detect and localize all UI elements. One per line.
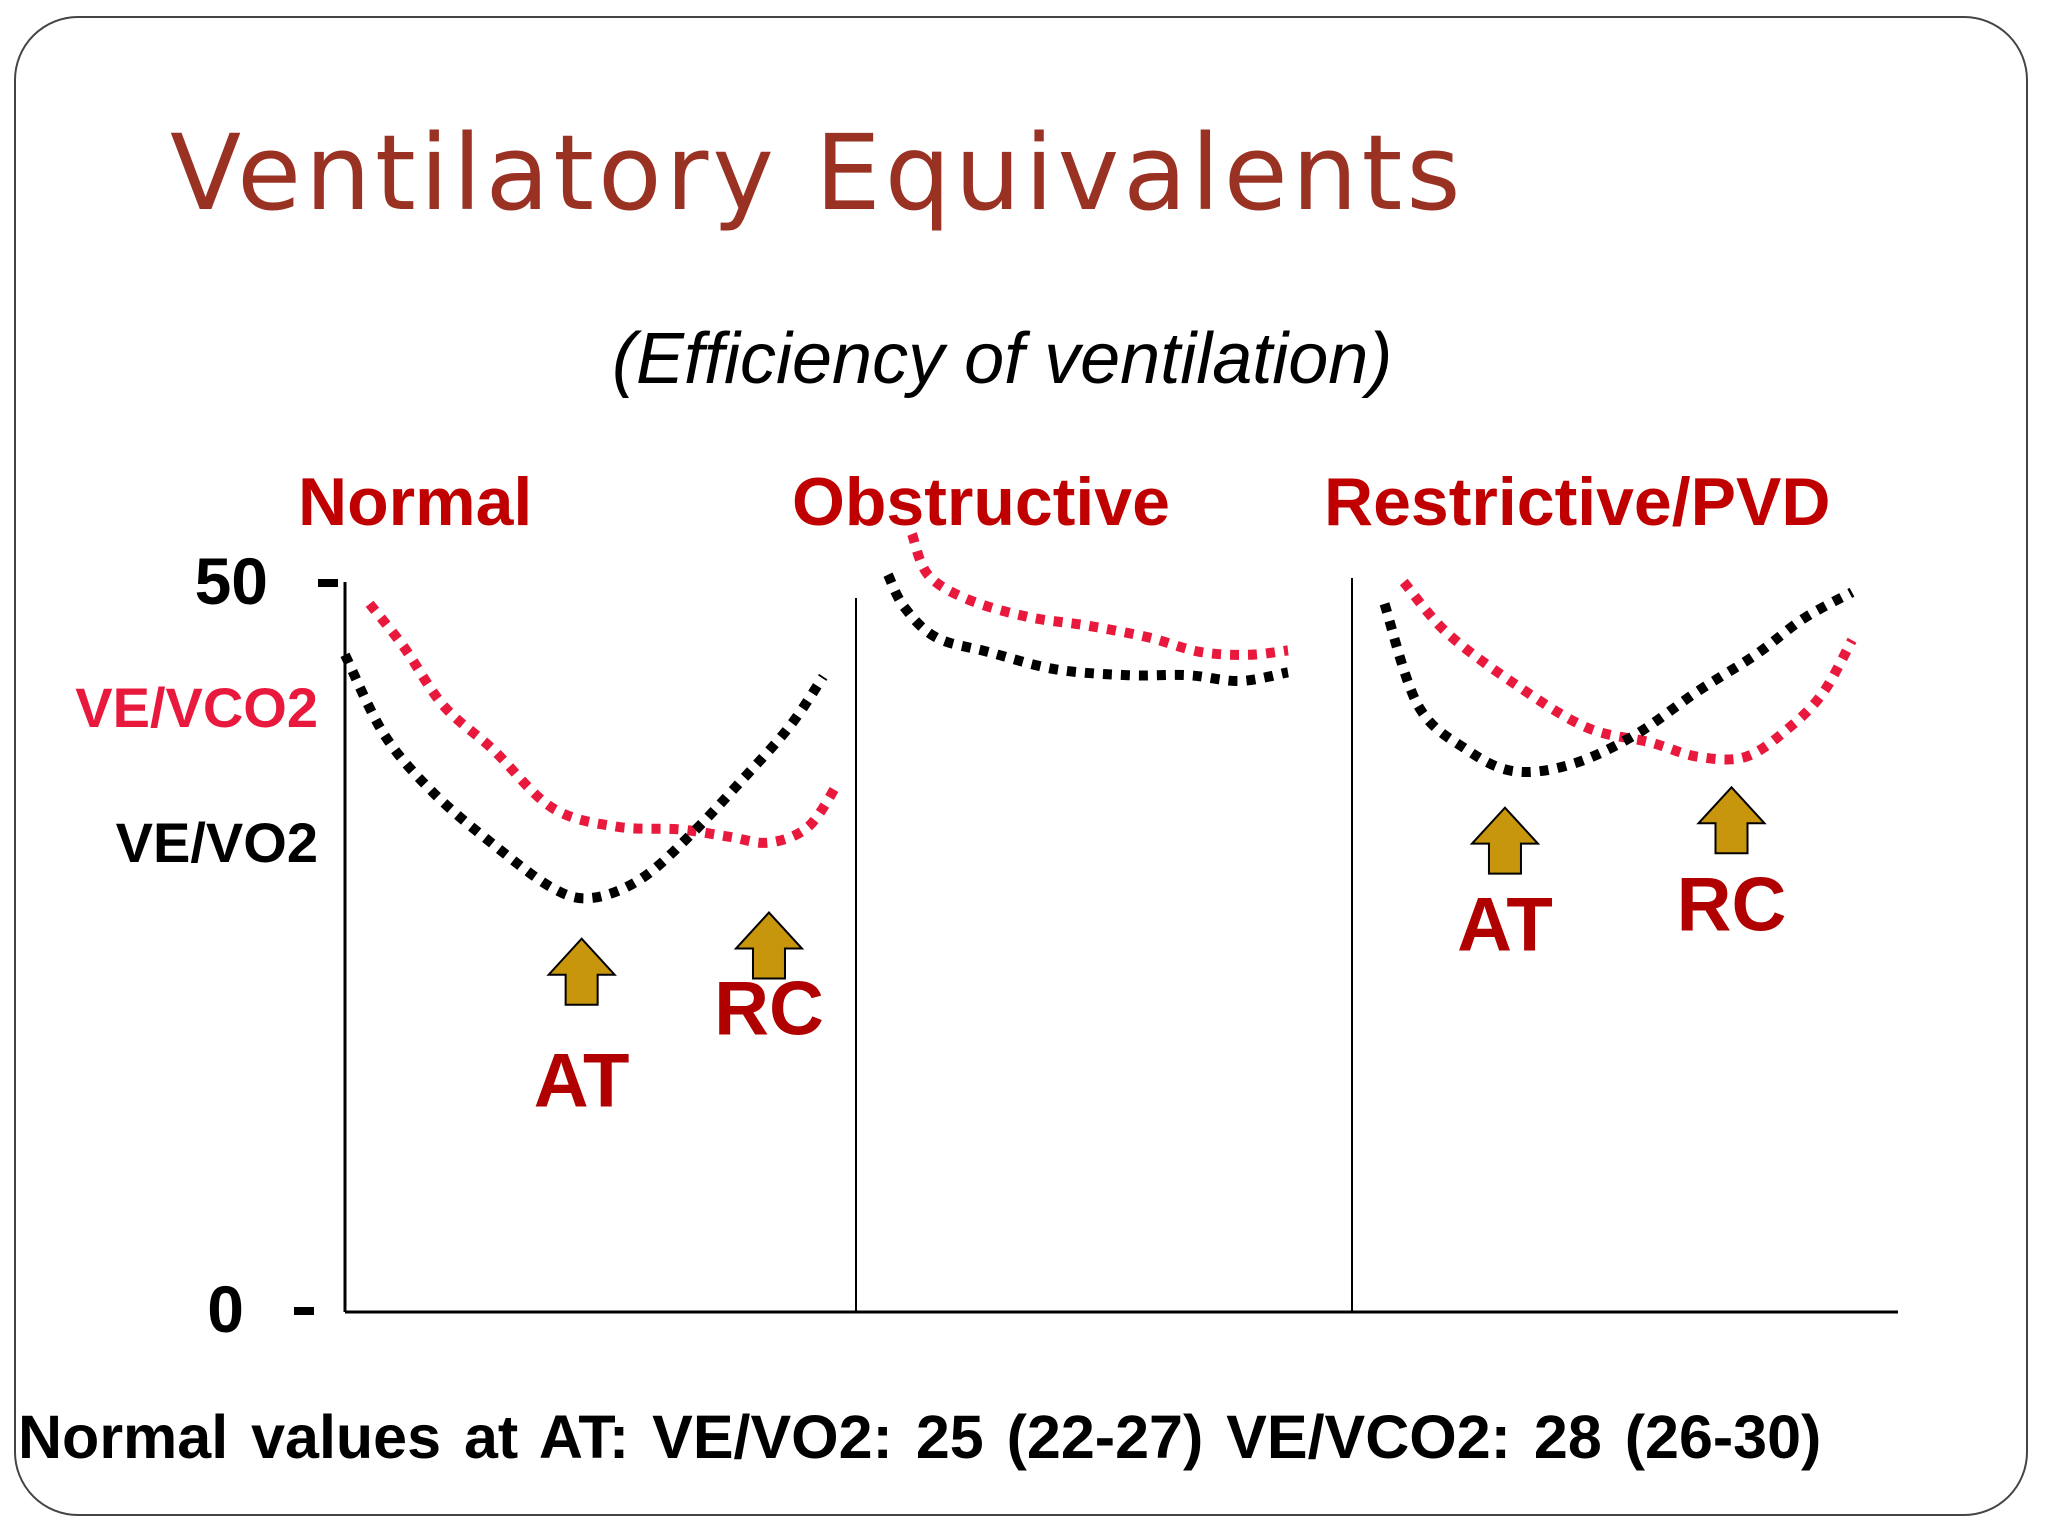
series-line-ve-vco2 bbox=[907, 532, 1289, 660]
panel-title-normal: Normal bbox=[298, 464, 532, 540]
marker-label-at: AT bbox=[1457, 883, 1553, 968]
legend-label-ve-vco2: VE/VCO2 bbox=[75, 676, 318, 739]
normal-values-footer: Normal values at AT: VE/VO2: 25 (22-27) … bbox=[18, 1403, 1822, 1471]
up-arrow-icon bbox=[546, 937, 617, 1006]
y-tick-label: 50 bbox=[195, 544, 268, 618]
legend-label-ve-vo2: VE/VO2 bbox=[116, 811, 318, 874]
up-arrow-icon bbox=[1696, 785, 1767, 855]
series-line-ve-vo2 bbox=[1379, 587, 1855, 778]
y-tick-label: 0 bbox=[207, 1272, 244, 1346]
panel-title-obstructive: Obstructive bbox=[792, 464, 1170, 540]
marker-label-rc: RC bbox=[1677, 862, 1787, 947]
y-tick-mark bbox=[318, 579, 338, 587]
up-arrow-icon bbox=[733, 911, 805, 980]
marker-label-at: AT bbox=[534, 1039, 630, 1124]
series-line-ve-vco2 bbox=[1399, 578, 1857, 765]
slide-subtitle: (Efficiency of ventilation) bbox=[612, 319, 1393, 399]
slide-title: Ventilatory Equivalents bbox=[170, 112, 1465, 234]
series-layer bbox=[340, 532, 1857, 904]
legend-layer: VE/VCO2 VE/VO2 bbox=[75, 676, 318, 874]
series-line-ve-vo2 bbox=[883, 572, 1289, 687]
marker-label-rc: RC bbox=[714, 967, 824, 1052]
panel-title-restrictive-pvd: Restrictive/PVD bbox=[1324, 464, 1830, 540]
series-line-ve-vco2 bbox=[365, 600, 843, 848]
y-tick-mark bbox=[294, 1307, 314, 1315]
chart-axes: 50 0 bbox=[195, 544, 1898, 1346]
up-arrow-icon bbox=[1469, 806, 1541, 875]
series-line-ve-vo2 bbox=[340, 652, 828, 904]
annotation-layer: AT RC AT RC bbox=[534, 785, 1787, 1124]
panel-titles: Normal Obstructive Restrictive/PVD bbox=[298, 464, 1830, 540]
slide-frame bbox=[14, 16, 2028, 1516]
